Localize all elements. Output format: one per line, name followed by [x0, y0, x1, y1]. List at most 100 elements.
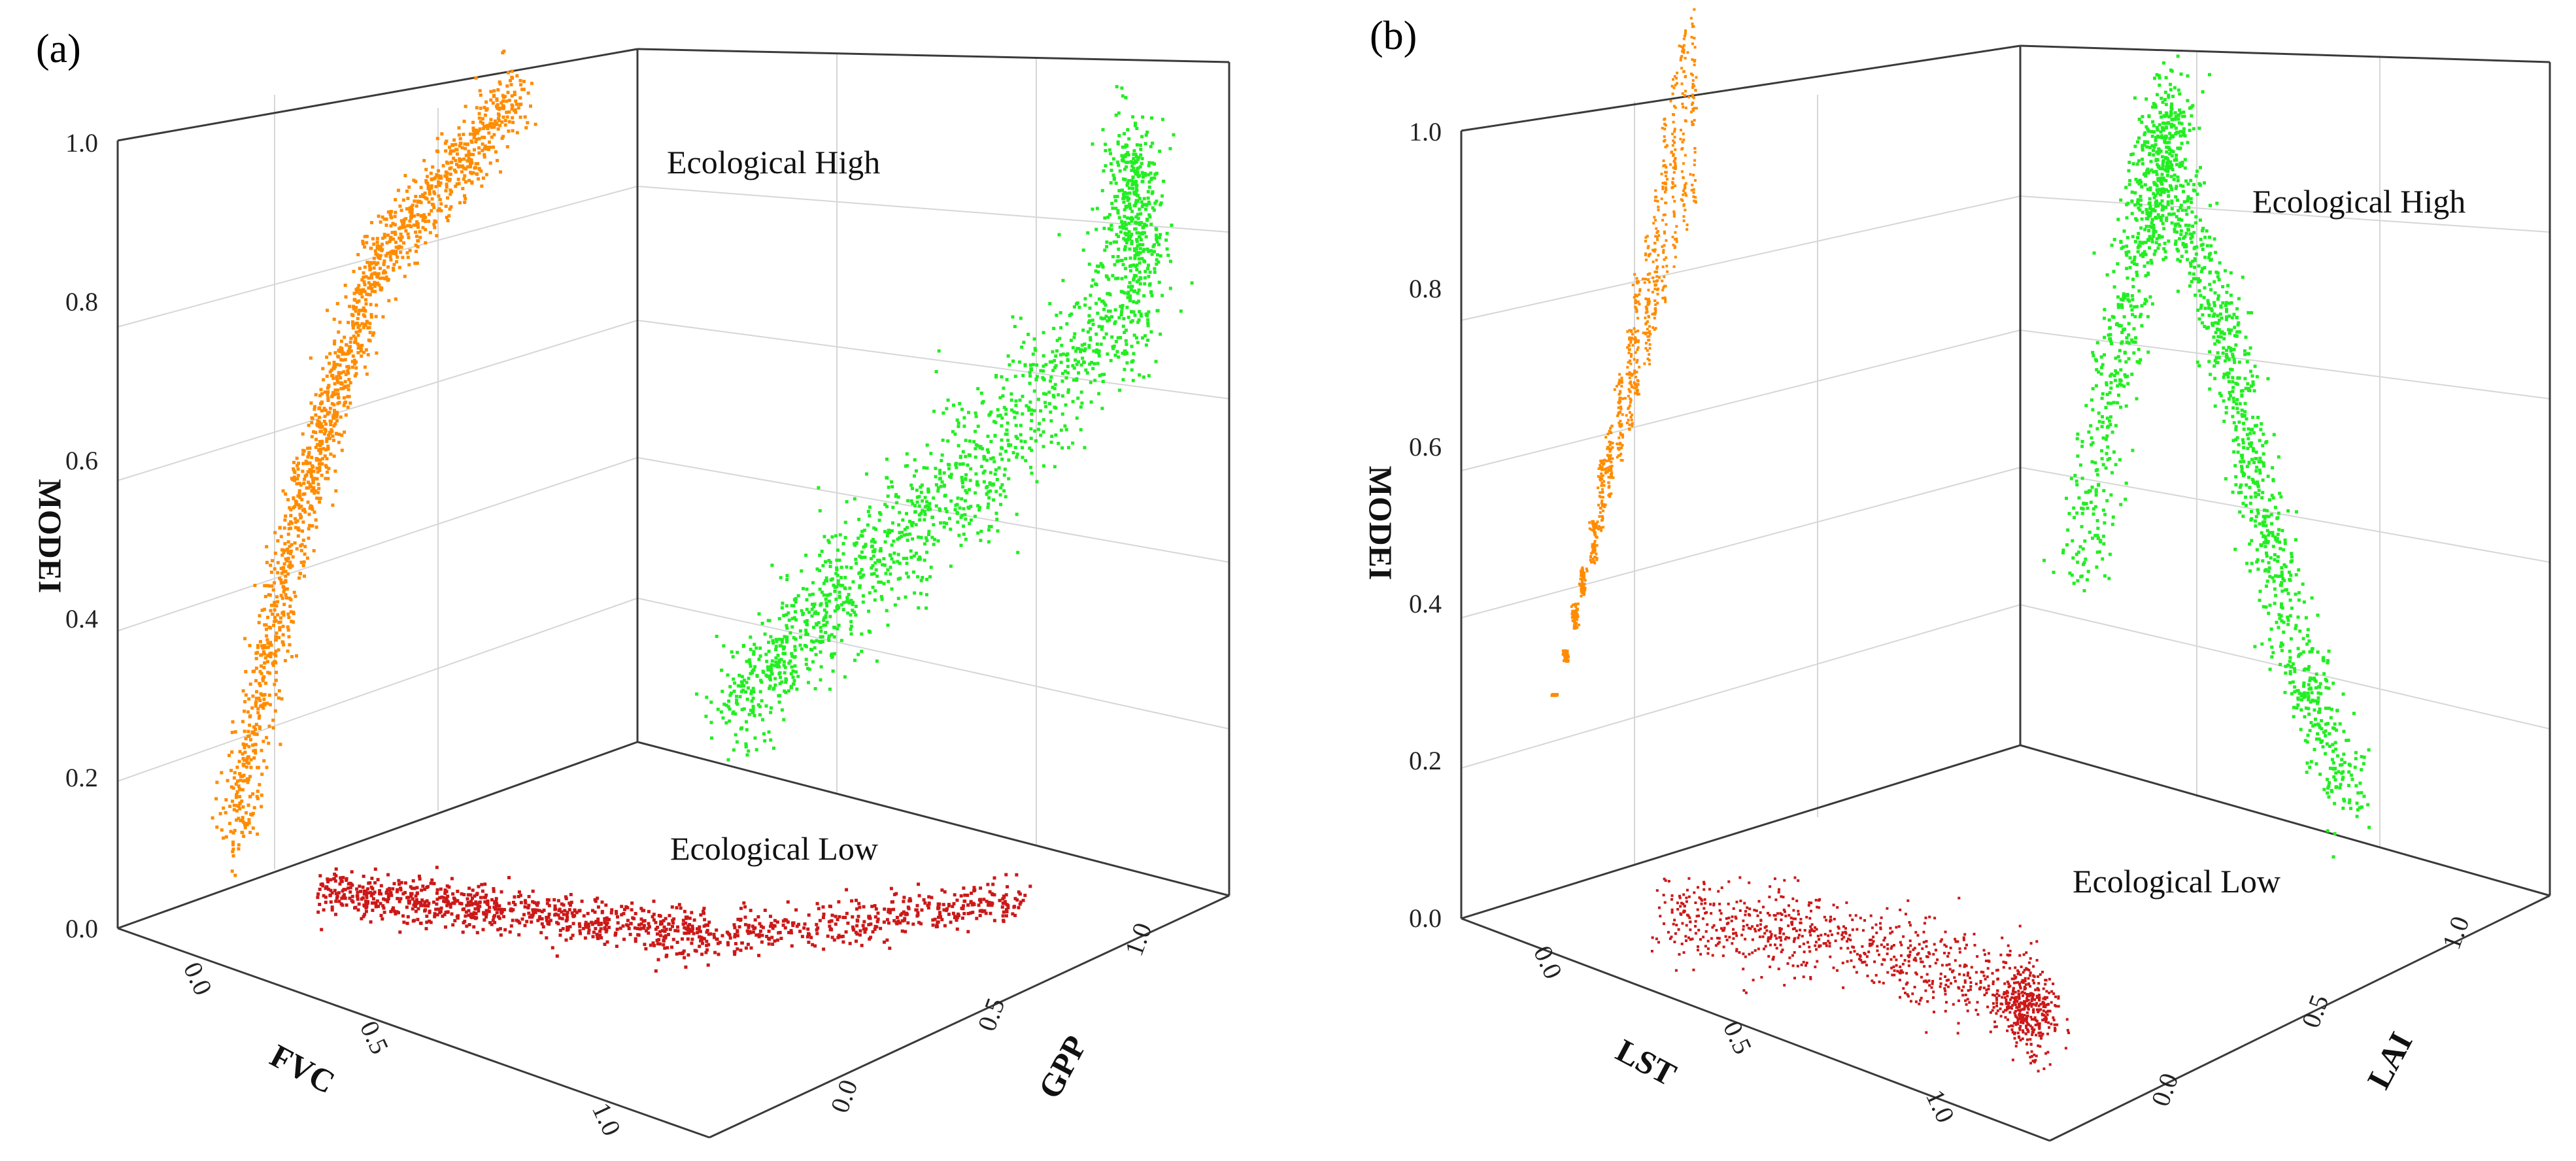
- gpp-projection-point: [721, 716, 725, 720]
- floor-projection-point: [473, 894, 477, 898]
- gpp-projection-point: [851, 580, 855, 584]
- floor-projection-point: [475, 893, 479, 896]
- fvc-projection-point: [413, 199, 416, 203]
- floor-projection-point: [493, 901, 497, 905]
- gpp-projection-point: [1117, 316, 1121, 320]
- fvc-projection-point: [333, 409, 336, 412]
- floor-projection-point: [900, 929, 904, 933]
- floor-projection-point: [706, 963, 710, 967]
- gpp-projection-point: [1107, 277, 1111, 281]
- fvc-projection-point: [256, 707, 260, 711]
- floor-projection-point: [345, 879, 348, 882]
- floor-projection-point: [591, 909, 594, 913]
- gpp-projection-point: [777, 637, 781, 641]
- gpp-projection-point: [843, 520, 847, 524]
- gpp-projection-point: [812, 626, 816, 630]
- fvc-projection-point: [332, 439, 335, 443]
- floor-projection-point: [698, 930, 702, 934]
- gpp-projection-point: [1132, 300, 1136, 304]
- gpp-projection-point: [757, 658, 761, 662]
- floor-projection-point: [733, 926, 737, 930]
- gpp-projection-point: [769, 665, 773, 669]
- gpp-projection-point: [836, 548, 839, 552]
- gpp-projection-point: [916, 575, 920, 579]
- gpp-projection-point: [805, 619, 809, 622]
- gpp-projection-point: [853, 543, 857, 547]
- floor-projection-point: [600, 936, 603, 939]
- fvc-projection-point: [327, 433, 331, 437]
- gpp-projection-point: [1135, 238, 1139, 241]
- floor-projection-point: [783, 926, 787, 930]
- gpp-projection-point: [994, 511, 998, 515]
- fvc-projection-point: [279, 567, 283, 571]
- gpp-projection-point: [892, 560, 896, 564]
- fvc-projection-point: [232, 808, 236, 812]
- gpp-projection-point: [934, 483, 938, 487]
- floor-projection-point: [662, 918, 666, 922]
- fvc-projection-point: [374, 263, 378, 266]
- fvc-projection-point: [231, 786, 235, 790]
- gpp-projection-point: [830, 633, 834, 637]
- gpp-projection-point: [1055, 313, 1059, 317]
- floor-projection-point: [815, 922, 819, 926]
- gpp-projection-point: [1141, 115, 1145, 119]
- gpp-projection-point: [996, 408, 1000, 412]
- fvc-projection-point: [357, 284, 361, 288]
- floor-projection-point: [462, 893, 466, 896]
- floor-projection-point: [607, 918, 611, 922]
- fvc-projection-point: [339, 346, 343, 350]
- floor-projection-point: [873, 904, 877, 907]
- gpp-projection-point: [909, 556, 913, 559]
- gpp-projection-point: [1108, 316, 1111, 320]
- fvc-projection-point: [347, 388, 350, 392]
- gpp-projection-point: [929, 565, 933, 569]
- fvc-projection-point: [301, 520, 305, 524]
- floor-projection-point: [330, 891, 334, 895]
- floor-projection-point: [603, 917, 607, 920]
- gpp-projection-point: [1021, 446, 1024, 450]
- fvc-projection-point: [331, 366, 335, 370]
- gpp-projection-point: [870, 566, 873, 570]
- gpp-projection-point: [1009, 398, 1013, 402]
- fvc-projection-point: [337, 441, 341, 445]
- floor-projection-point: [959, 894, 963, 898]
- fvc-projection-point: [368, 331, 372, 335]
- gpp-projection-point: [832, 635, 836, 639]
- fvc-projection-point: [229, 769, 233, 773]
- floor-projection-point: [638, 927, 642, 931]
- gpp-projection-point: [974, 472, 978, 476]
- gpp-projection-point: [716, 707, 720, 711]
- fvc-projection-point: [344, 413, 348, 417]
- gpp-projection-point: [1100, 325, 1104, 329]
- fvc-projection-point: [277, 696, 280, 700]
- fvc-projection-point: [379, 288, 383, 292]
- gpp-projection-point: [751, 671, 754, 675]
- fvc-projection-point: [273, 709, 277, 713]
- gpp-projection-point: [945, 407, 949, 411]
- gpp-projection-point: [824, 576, 828, 580]
- fvc-projection-point: [390, 210, 393, 214]
- fvc-projection-point: [299, 548, 303, 552]
- fvc-projection-point: [492, 133, 496, 137]
- floor-projection-point: [792, 921, 796, 925]
- gpp-projection-point: [1128, 299, 1132, 303]
- fvc-projection-point: [228, 805, 232, 808]
- fvc-projection-point: [381, 315, 385, 319]
- gpp-projection-point: [872, 554, 875, 558]
- gpp-projection-point: [1043, 401, 1047, 405]
- gpp-projection-point: [1148, 215, 1152, 219]
- gpp-projection-point: [927, 505, 931, 509]
- gpp-projection-point: [1126, 151, 1130, 154]
- gpp-projection-point: [1121, 156, 1125, 160]
- fvc-projection-point: [444, 149, 448, 153]
- gpp-projection-point: [925, 539, 929, 543]
- gpp-projection-point: [1123, 214, 1127, 218]
- fvc-projection-point: [375, 246, 379, 250]
- floor-projection-point: [990, 903, 994, 907]
- gpp-projection-point: [853, 658, 856, 662]
- fvc-projection-point: [298, 571, 302, 575]
- fvc-projection-point: [332, 360, 336, 364]
- gpp-projection-point: [1034, 378, 1038, 382]
- gpp-projection-point: [1072, 366, 1076, 370]
- fvc-projection-point: [452, 156, 456, 160]
